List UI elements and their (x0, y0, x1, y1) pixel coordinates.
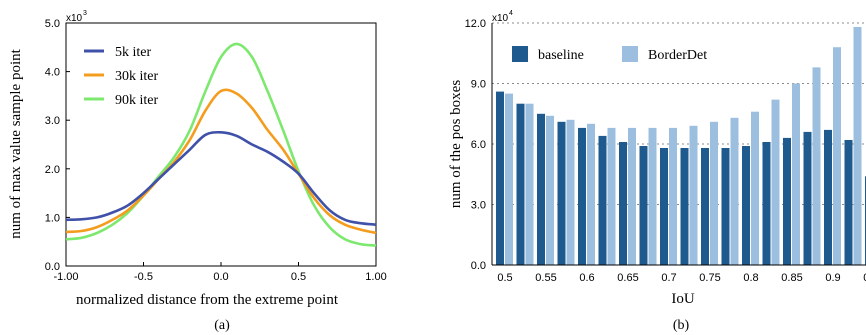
x-tick-label: 1.00 (365, 271, 386, 283)
x-tick-label: 0.5 (497, 272, 512, 284)
x-tick-label: -0.5 (134, 271, 153, 283)
x-tick-label: 0.5 (291, 271, 306, 283)
bar-borderdet (853, 27, 862, 265)
bar-baseline (619, 142, 627, 265)
y-tick-label: 0.0 (45, 261, 60, 273)
bar-borderdet (771, 99, 780, 265)
bars-b (496, 27, 866, 266)
y-axis-label-b: num of the pos boxes (448, 80, 464, 208)
y-tick-label: 5.0 (45, 18, 60, 30)
bar-baseline (742, 146, 750, 265)
bar-baseline (844, 140, 853, 265)
legend-b: baseline BorderDet (512, 46, 707, 63)
bar-baseline (598, 135, 607, 265)
bar-baseline (639, 146, 648, 265)
legend-label: baseline (538, 48, 584, 63)
bar-baseline (701, 148, 709, 265)
bar-borderdet (505, 93, 513, 265)
legend-label: 90k iter (115, 93, 158, 108)
bar-baseline (537, 113, 545, 266)
x-tick-label: 0.9 (825, 272, 840, 284)
x-tick-label: 0.95 (863, 272, 866, 284)
x-axis-label-b: IoU (671, 291, 694, 307)
y-ticks-a: 0.0 1.0 2.0 3.0 4.0 5.0 (45, 18, 70, 273)
x-tick-label: 0.8 (743, 272, 758, 284)
legend-swatch (622, 46, 638, 62)
bar-borderdet (730, 117, 739, 265)
legend-label: BorderDet (648, 48, 707, 63)
bar-borderdet (710, 121, 718, 265)
legend-swatch (512, 46, 528, 62)
series-line-30k-iter (65, 88, 377, 235)
x-tick-label: 0.7 (661, 272, 676, 284)
x-tick-label: 0.85 (781, 272, 802, 284)
x-ticks-b: 0.5 0.55 0.6 0.65 0.7 0.75 0.8 0.85 0.9 0.95 (497, 272, 866, 284)
exponent-label-b: x10 (492, 13, 509, 24)
caption-a: (a) (214, 318, 230, 333)
bar-baseline (516, 103, 525, 265)
line-chart-a: x10 3 0.0 1.0 2.0 3.0 4.0 5.0 -1.00 -0.5 0.0 0.5… (8, 10, 387, 333)
x-tick-label: 0.0 (213, 271, 228, 283)
bar-baseline (762, 142, 771, 265)
series-lines-a (65, 42, 377, 247)
y-tick-label: 9.0 (471, 79, 486, 91)
series-line-5k-iter (65, 130, 377, 226)
y-tick-label: 1.0 (45, 212, 60, 224)
bar-borderdet (751, 111, 759, 265)
bar-borderdet (587, 123, 595, 265)
bar-borderdet (607, 127, 616, 266)
y-tick-label: 6.0 (471, 139, 486, 151)
y-axis-label-a: num of max value sample point (8, 48, 24, 238)
x-axis-label-a: normalized distance from the extreme poi… (76, 292, 339, 308)
legend-label: 5k iter (115, 45, 151, 60)
bar-borderdet (628, 127, 636, 266)
bar-borderdet (648, 127, 657, 266)
x-ticks-a: -1.00 -0.5 0.0 0.5 1.00 (53, 262, 387, 283)
bar-borderdet (525, 103, 534, 265)
bar-borderdet (669, 127, 677, 266)
y-ticks-b: 0.0 3.0 6.0 9.0 12.0 (465, 18, 486, 272)
y-tick-label: 12.0 (465, 18, 486, 30)
y-tick-label: 0.0 (471, 260, 486, 272)
bar-baseline (783, 137, 791, 265)
exponent-power-b: 4 (509, 10, 513, 17)
bar-borderdet (689, 125, 698, 265)
bar-borderdet (792, 83, 800, 265)
bar-baseline (660, 148, 668, 265)
bar-borderdet (833, 47, 841, 266)
bar-baseline (496, 91, 504, 265)
legend-label: 30k iter (115, 69, 158, 84)
y-tick-label: 2.0 (45, 164, 60, 176)
bar-baseline (803, 131, 812, 265)
bar-baseline (680, 148, 689, 265)
bar-baseline (557, 121, 566, 265)
y-tick-label: 4.0 (45, 67, 60, 79)
bar-borderdet (812, 67, 821, 266)
x-tick-label: 0.65 (617, 272, 638, 284)
exponent-label-a: x10 (66, 13, 83, 24)
exponent-power-a: 3 (83, 10, 87, 17)
y-tick-label: 3.0 (471, 200, 486, 212)
bar-chart-b: x10 4 0.0 3.0 6.0 9.0 12.0 0.5 0.55 0.6 0.65 0.7… (448, 10, 866, 333)
x-tick-label: 0.55 (535, 272, 556, 284)
y-tick-label: 3.0 (45, 115, 60, 127)
caption-b: (b) (673, 318, 690, 333)
x-tick-label: -1.00 (53, 271, 78, 283)
bar-borderdet (566, 119, 575, 265)
legend-a: 5k iter 30k iter 90k iter (84, 45, 158, 108)
x-tick-label: 0.75 (699, 272, 720, 284)
bar-baseline (578, 127, 586, 266)
bar-baseline (721, 148, 730, 265)
bar-borderdet (546, 115, 554, 265)
bar-baseline (824, 129, 832, 265)
series-line-90k-iter (65, 42, 377, 247)
x-tick-label: 0.6 (579, 272, 594, 284)
